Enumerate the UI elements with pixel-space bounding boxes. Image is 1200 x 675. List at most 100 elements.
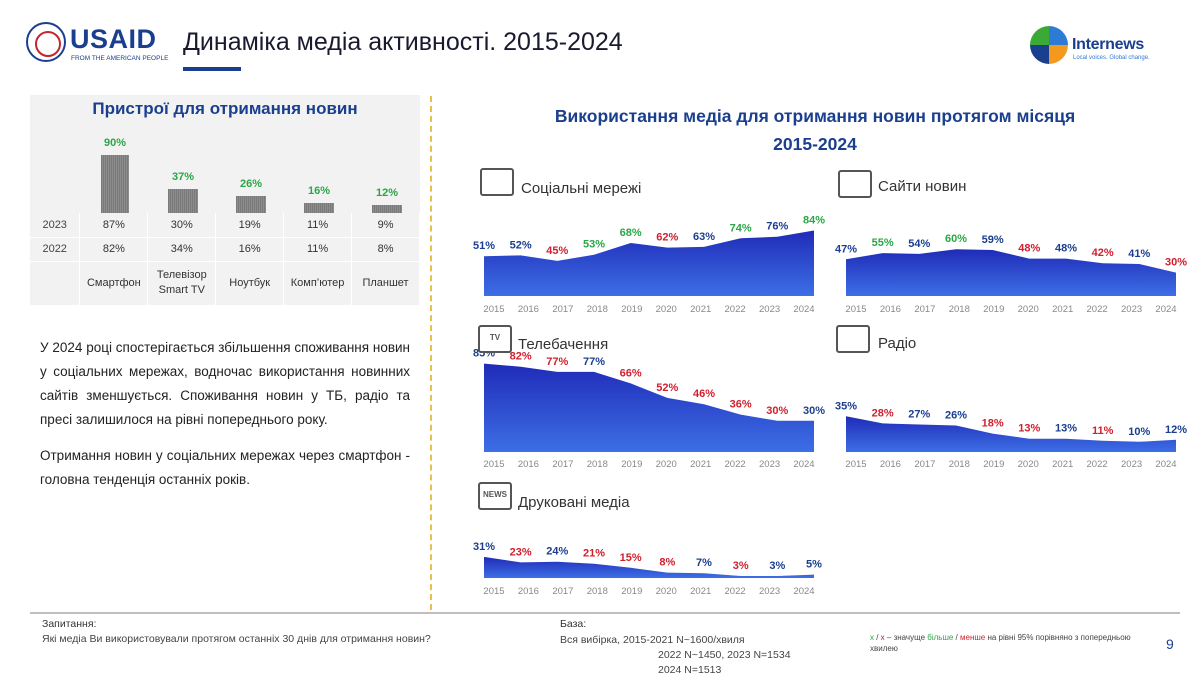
devices-table-names-row: Смартфон Телевізор Smart TV Ноутбук Комп’ют… bbox=[30, 261, 420, 306]
data-label: 47% bbox=[835, 243, 857, 255]
internews-mark-icon bbox=[1030, 26, 1068, 64]
x-tick-label: 2024 bbox=[793, 304, 814, 315]
summary-text: У 2024 році спостерігається збільшення с… bbox=[40, 336, 410, 492]
x-tick-label: 2017 bbox=[552, 459, 573, 470]
data-label: 52% bbox=[510, 239, 532, 251]
x-tick-label: 2024 bbox=[793, 586, 814, 597]
area-series-4 bbox=[484, 556, 814, 578]
x-tick-label: 2015 bbox=[483, 459, 504, 470]
chart-title-4: Друковані медіа bbox=[518, 494, 630, 511]
x-tick-label: 2019 bbox=[621, 304, 642, 315]
device-bar-1 bbox=[168, 189, 198, 213]
data-label: 60% bbox=[945, 233, 967, 245]
data-label: 63% bbox=[693, 231, 715, 243]
x-tick-label: 2020 bbox=[1018, 459, 1039, 470]
data-label: 8% bbox=[659, 557, 675, 569]
device-bar-4 bbox=[372, 205, 402, 213]
data-label: 68% bbox=[620, 227, 642, 239]
data-label: 23% bbox=[510, 546, 532, 558]
data-label: 7% bbox=[696, 557, 712, 569]
device-bar-label-0: 90% bbox=[103, 137, 127, 149]
x-tick-label: 2023 bbox=[1121, 304, 1142, 315]
x-tick-label: 2020 bbox=[656, 586, 677, 597]
question-text: Які медіа Ви використовували протягом ос… bbox=[42, 633, 431, 645]
note-rest: на рівні 95% порівняно з попередньою хви… bbox=[870, 633, 1131, 653]
data-label: 28% bbox=[872, 407, 894, 419]
data-label: 53% bbox=[583, 239, 605, 251]
data-label: 3% bbox=[733, 560, 749, 572]
data-label: 48% bbox=[1055, 243, 1077, 255]
x-tick-label: 2020 bbox=[1018, 304, 1039, 315]
x-tick-label: 2016 bbox=[880, 304, 901, 315]
data-label: 30% bbox=[803, 405, 825, 417]
data-label: 36% bbox=[730, 399, 752, 411]
device-name: Ноутбук bbox=[215, 261, 285, 306]
devices-table-year: 2022 bbox=[30, 237, 81, 262]
x-tick-label: 2023 bbox=[759, 459, 780, 470]
data-label: 66% bbox=[620, 367, 642, 379]
x-tick-label: 2015 bbox=[483, 304, 504, 315]
news-site-icon bbox=[838, 170, 872, 198]
note-mid: – значуще bbox=[884, 633, 928, 642]
data-label: 21% bbox=[583, 548, 605, 560]
data-label: 26% bbox=[945, 410, 967, 422]
devices-table-cell: 11% bbox=[283, 213, 353, 238]
x-tick-label: 2023 bbox=[759, 304, 780, 315]
media-usage-title-line2: 2015-2024 bbox=[773, 134, 857, 154]
devices-table-cell: 30% bbox=[147, 213, 217, 238]
x-tick-label: 2019 bbox=[621, 586, 642, 597]
devices-table-cell: 11% bbox=[283, 237, 353, 262]
social-media-icon bbox=[480, 168, 514, 196]
data-label: 15% bbox=[620, 552, 642, 564]
question-label: Запитання: bbox=[42, 618, 97, 630]
data-label: 84% bbox=[803, 215, 825, 227]
x-tick-label: 2020 bbox=[656, 304, 677, 315]
usaid-name: USAID bbox=[70, 24, 157, 54]
data-label: 35% bbox=[835, 400, 857, 412]
summary-paragraph-1: У 2024 році спостерігається збільшення с… bbox=[40, 340, 410, 427]
x-tick-label: 2019 bbox=[983, 304, 1004, 315]
chart-title-0: Соціальні мережі bbox=[521, 180, 642, 197]
newspaper-icon: NEWS bbox=[478, 482, 512, 510]
tv-icon: TV bbox=[478, 325, 512, 353]
base-line-2: 2022 N~1450, 2023 N=1534 bbox=[658, 649, 791, 661]
usaid-logo: USAID FROM THE AMERICAN PEOPLE bbox=[26, 22, 168, 68]
x-tick-label: 2021 bbox=[690, 304, 711, 315]
base-line-3: 2024 N=1513 bbox=[658, 664, 722, 675]
x-tick-label: 2015 bbox=[845, 459, 866, 470]
x-tick-label: 2017 bbox=[914, 304, 935, 315]
x-tick-label: 2017 bbox=[552, 304, 573, 315]
x-tick-label: 2023 bbox=[759, 586, 780, 597]
devices-table: 2023 87% 30% 19% 11% 9% 2022 82% 34% 16% 11% 8% Смар… bbox=[30, 213, 420, 306]
x-tick-label: 2019 bbox=[621, 459, 642, 470]
devices-table-row: 2023 87% 30% 19% 11% 9% bbox=[30, 213, 420, 238]
media-usage-title: Використання медіа для отримання новин п… bbox=[470, 102, 1160, 158]
internews-tagline: Local voices. Global change. bbox=[1073, 55, 1150, 61]
note-x-less: x bbox=[880, 633, 885, 642]
base-info: Вся вибірка, 2015-2021 N~1600/хвиля 2022… bbox=[560, 633, 791, 675]
device-bar-0 bbox=[101, 155, 129, 213]
internews-name: Internews bbox=[1072, 36, 1144, 53]
note-less: менше bbox=[960, 633, 986, 642]
note-more: більше bbox=[927, 633, 954, 642]
device-bar-2 bbox=[236, 196, 266, 213]
area-series-2 bbox=[484, 363, 814, 452]
device-bar-3 bbox=[304, 202, 334, 213]
data-label: 5% bbox=[806, 559, 822, 571]
base-label: База: bbox=[560, 618, 587, 630]
x-tick-label: 2017 bbox=[552, 586, 573, 597]
devices-table-cell: 82% bbox=[79, 237, 149, 262]
data-label: 30% bbox=[766, 405, 788, 417]
data-label: 62% bbox=[656, 232, 678, 244]
media-usage-title-line1: Використання медіа для отримання новин п… bbox=[554, 106, 1076, 126]
x-tick-label: 2019 bbox=[983, 459, 1004, 470]
devices-title: Пристрої для отримання новин bbox=[92, 99, 358, 118]
data-label: 31% bbox=[473, 541, 495, 553]
data-label: 10% bbox=[1128, 426, 1150, 438]
x-tick-label: 2024 bbox=[793, 459, 814, 470]
x-tick-label: 2023 bbox=[1121, 459, 1142, 470]
x-tick-label: 2021 bbox=[1052, 459, 1073, 470]
data-label: 59% bbox=[982, 234, 1004, 246]
x-tick-label: 2021 bbox=[1052, 304, 1073, 315]
